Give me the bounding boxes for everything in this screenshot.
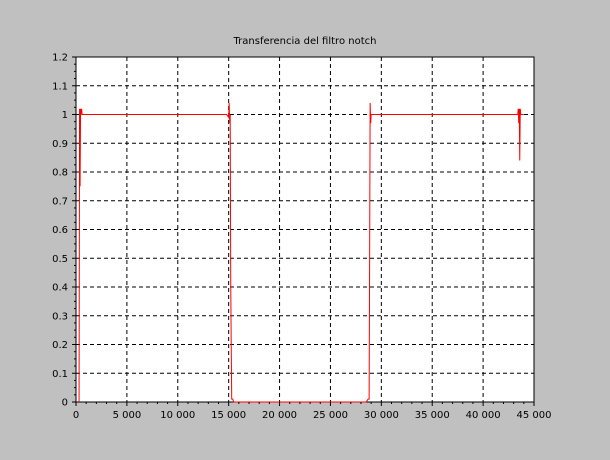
y-tick-label: 0.8 [52, 168, 68, 179]
y-tick-label: 0.6 [52, 225, 68, 236]
x-tick-label: 0 [73, 410, 79, 421]
y-tick-label: 0.7 [52, 196, 68, 207]
x-tick-label: 40 000 [466, 410, 501, 421]
x-tick-label: 10 000 [160, 410, 195, 421]
y-tick-label: 0.4 [52, 283, 68, 294]
x-tick-label: 45 000 [517, 410, 552, 421]
y-tick-label: 0.2 [52, 340, 68, 351]
axes: 0 5 000 10 000 15 000 20 000 25 000 30 000 35 0… [52, 53, 551, 422]
y-tick-label: 1 [62, 110, 68, 121]
y-tick-label: 0.5 [52, 254, 68, 265]
y-tick-label: 1.2 [52, 53, 68, 64]
x-tick-label: 30 000 [364, 410, 399, 421]
y-tick-label: 0 [62, 398, 68, 409]
chart-title: Transferencia del filtro notch [233, 36, 377, 47]
y-tick-label: 1.1 [52, 81, 68, 92]
x-tick-label: 5 000 [113, 410, 142, 421]
plot-area [75, 56, 535, 403]
y-tick-label: 0.3 [52, 311, 68, 322]
y-tick-label: 0.9 [52, 139, 68, 150]
x-tick-label: 35 000 [415, 410, 450, 421]
y-tick-label: 0.1 [52, 369, 68, 380]
x-tick-label: 20 000 [262, 410, 297, 421]
x-tick-label: 15 000 [211, 410, 246, 421]
x-tick-label: 25 000 [313, 410, 348, 421]
